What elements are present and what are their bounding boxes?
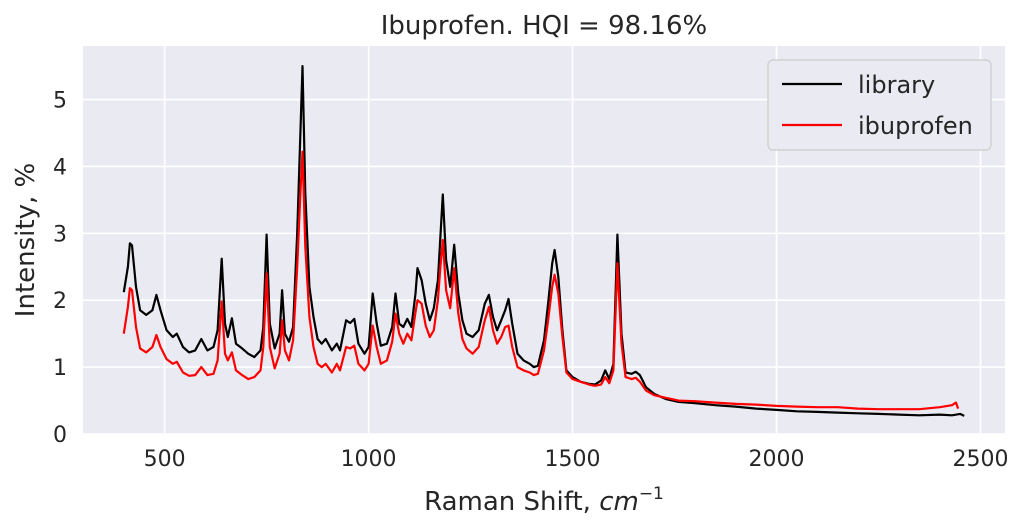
x-ticks: 500 1000 1500 2000 2500 (144, 447, 1009, 472)
x-axis-label-text: Raman Shift, (424, 487, 591, 517)
y-tick-label: 0 (53, 423, 67, 448)
legend: library ibuprofen (767, 59, 992, 151)
x-axis-label-exponent: −1 (639, 484, 664, 504)
legend-label-ibuprofen: ibuprofen (858, 112, 973, 140)
series-group (122, 64, 965, 417)
legend-box (767, 59, 992, 151)
x-tick-label: 2000 (749, 447, 805, 472)
y-axis-label: Intensity, % (11, 163, 41, 317)
y-tick-label: 4 (53, 155, 67, 180)
y-tick-label: 1 (53, 356, 67, 381)
series-line-ibuprofen (122, 150, 960, 411)
x-axis-label: Raman Shift, cm−1 (424, 484, 664, 517)
series-line-library (122, 64, 965, 417)
x-axis-label-unit: cm (599, 487, 639, 517)
x-tick-label: 500 (144, 447, 186, 472)
x-tick-label: 2500 (953, 447, 1009, 472)
x-tick-label: 1000 (341, 447, 397, 472)
x-tick-label: 1500 (545, 447, 601, 472)
y-ticks: 0 1 2 3 4 5 (53, 89, 67, 448)
y-tick-label: 3 (53, 222, 67, 247)
legend-label-library: library (858, 71, 935, 99)
y-tick-label: 2 (53, 289, 67, 314)
chart-title: Ibuprofen. HQI = 98.16% (381, 11, 707, 41)
y-tick-label: 5 (53, 89, 67, 114)
